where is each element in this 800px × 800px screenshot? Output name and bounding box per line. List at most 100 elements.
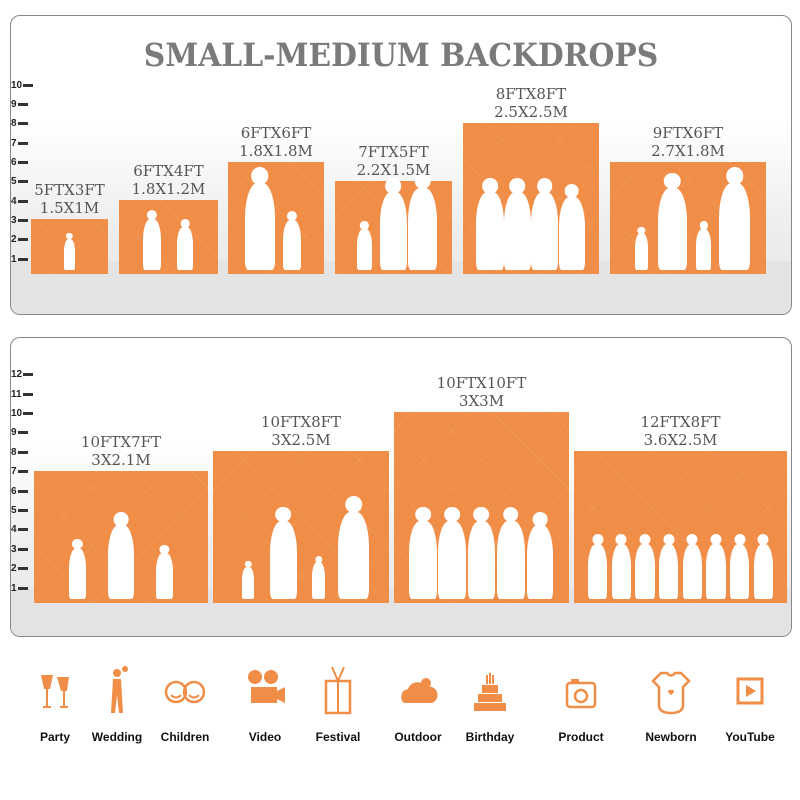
use-case-video: Video [230, 665, 300, 744]
axis-tick: 10 [11, 407, 34, 419]
person-silhouette [657, 172, 687, 270]
axis-tick: 4 [11, 524, 28, 535]
size-meters: 2.7X1.8M [651, 141, 725, 160]
size-feet: 9FTX6FT [652, 123, 724, 142]
size-feet: 8FTX8FT [495, 84, 567, 103]
size-label: 6FTX6FT 1.8X1.8M [239, 124, 313, 160]
person-silhouette [496, 506, 525, 599]
person-silhouette [634, 226, 648, 270]
play-button-icon [736, 677, 764, 705]
tick-mark [23, 373, 34, 377]
tick-label: 2 [11, 234, 17, 246]
size-label: 10FTX10FT 3X3M [437, 374, 527, 410]
use-cases-row: Party Wedding Children Video Festival Outdoor… [0, 665, 800, 755]
tick-label: 10 [11, 79, 23, 91]
size-feet: 10FTX7FT [80, 432, 162, 451]
champagne-glasses-icon [41, 675, 69, 708]
video-camera-icon [248, 670, 285, 703]
person-silhouette [753, 533, 774, 599]
size-meters: 3X2.5M [271, 431, 331, 450]
tick-mark [17, 161, 28, 164]
backdrop-6ftx6ft [228, 161, 324, 274]
tick-mark [17, 431, 28, 435]
tick-mark [22, 392, 33, 396]
height-axis: 10 9 8 7 6 5 4 3 2 1 [11, 16, 51, 314]
backdrop-pattern [119, 200, 218, 274]
size-feet: 5FTX3FT [34, 181, 105, 200]
tick-mark [17, 489, 28, 493]
person-silhouette [177, 219, 193, 270]
backdrop-pattern [228, 161, 324, 274]
tick-label: 8 [11, 118, 17, 130]
use-case-product: Product [546, 665, 616, 744]
person-silhouette [156, 544, 173, 599]
size-label: 9FTX6FT 2.7X1.8M [651, 124, 725, 160]
tick-label: 5 [11, 176, 17, 188]
axis-tick: 1 [11, 582, 28, 594]
use-case-label: YouTube [725, 730, 775, 744]
person-silhouette [503, 178, 532, 270]
size-feet: 10FTX8FT [260, 413, 342, 432]
use-case-label: Outdoor [394, 730, 442, 744]
axis-tick: 6 [11, 157, 28, 168]
axis-tick: 2 [11, 563, 28, 574]
use-case-label: Wedding [91, 730, 143, 744]
tick-mark [17, 547, 28, 551]
person-silhouette [658, 533, 679, 599]
axis-tick: 8 [11, 118, 28, 130]
children-faces-icon [164, 680, 206, 704]
birthday-cake-icon [474, 673, 506, 711]
tick-mark [17, 470, 28, 474]
tick-label: 6 [11, 485, 17, 497]
tick-label: 1 [11, 253, 17, 265]
person-silhouette [706, 533, 726, 599]
use-case-label: Newborn [645, 730, 697, 744]
tick-mark [17, 122, 28, 126]
tick-label: 7 [11, 466, 17, 478]
use-case-label: Birthday [465, 730, 515, 744]
tick-mark [17, 586, 28, 590]
size-feet: 6FTX6FT [240, 123, 312, 142]
person-silhouette [696, 221, 711, 270]
tick-label: 10 [11, 407, 23, 419]
tick-mark [23, 411, 34, 415]
person-silhouette [338, 495, 370, 599]
size-label: 10FTX7FT 3X2.1M [81, 433, 161, 469]
use-case-wedding: Wedding [82, 665, 152, 744]
medium-backdrops-panel: 12 11 10 9 8 7 6 5 4 3 2 1 10FTX7FT 3X2.1M 10FTX8FT 3X… [10, 337, 792, 637]
size-label: 5FTX3FT 1.5X1M [34, 181, 105, 217]
person-silhouette [107, 512, 135, 599]
size-meters: 3X3M [458, 392, 505, 411]
tick-label: 3 [11, 214, 17, 226]
use-case-children: Children [150, 665, 220, 744]
person-silhouette [269, 506, 298, 599]
tick-mark [17, 103, 28, 107]
axis-tick: 2 [11, 234, 28, 246]
tick-label: 9 [11, 427, 17, 439]
person-silhouette [587, 533, 608, 599]
tick-mark [17, 567, 28, 571]
tick-label: 9 [11, 99, 17, 111]
person-silhouette [142, 209, 162, 270]
person-silhouette [409, 506, 438, 599]
person-silhouette [719, 167, 751, 270]
person-silhouette [244, 167, 276, 270]
axis-tick: 5 [11, 504, 28, 516]
use-case-festival: Festival [303, 665, 373, 744]
tick-label: 3 [11, 543, 17, 555]
height-axis: 12 11 10 9 8 7 6 5 4 3 2 1 [11, 338, 51, 636]
axis-tick: 5 [11, 176, 28, 188]
size-label: 6FTX4FT 1.8X1.2M [132, 162, 206, 198]
use-case-youtube: YouTube [715, 665, 785, 744]
person-silhouette [68, 539, 87, 599]
size-feet: 6FTX4FT [133, 162, 204, 181]
use-case-label: Video [248, 730, 282, 744]
use-case-label: Party [39, 730, 71, 744]
tick-label: 1 [11, 582, 17, 594]
tick-label: 5 [11, 504, 17, 516]
axis-tick: 7 [11, 466, 28, 478]
axis-tick: 11 [11, 389, 33, 400]
use-case-label: Children [160, 730, 210, 744]
axis-tick: 6 [11, 485, 28, 497]
tick-mark [23, 83, 34, 87]
